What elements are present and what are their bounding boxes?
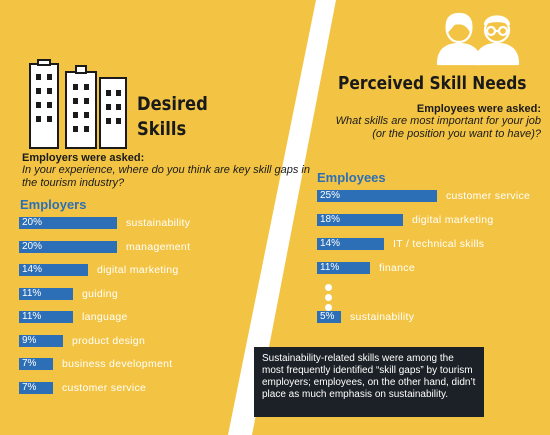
bar-value-label: 20%: [22, 217, 43, 228]
bar-value-label: 25%: [320, 190, 341, 201]
bar-category-label: sustainability: [126, 217, 191, 229]
bar-management: [19, 240, 117, 253]
bar-category-label: finance: [379, 262, 415, 274]
bar-finance: [317, 262, 370, 274]
bar-value-label: 11%: [22, 287, 42, 299]
bar-category-label: digital marketing: [97, 264, 179, 276]
bar-category-label: language: [82, 311, 128, 323]
buildings-icon: [29, 59, 127, 149]
bar-value-label: 18%: [320, 214, 341, 225]
ellipsis-dots-icon: [325, 284, 332, 291]
bar-value-label: 11%: [22, 311, 42, 322]
bar-category-label: IT / technical skills: [393, 238, 485, 250]
ellipsis-dots-icon: [325, 294, 332, 301]
bar-guiding: [19, 287, 73, 300]
employers-series-label: Employers: [20, 197, 87, 212]
bar-customer-service: [19, 381, 53, 394]
bar-value-label: 7%: [22, 358, 37, 369]
bar-category-label: business development: [62, 358, 173, 370]
bar-customer-service: [317, 190, 437, 202]
bar-category-label: digital marketing: [412, 214, 494, 226]
employers-question: Employers were asked: In your experience…: [22, 152, 322, 190]
employees-series-label: Employees: [317, 170, 386, 185]
bar-digital-marketing: [317, 214, 403, 226]
bar-product-design: [19, 334, 63, 347]
bar-business-development: [19, 358, 53, 370]
bar-value-label: 20%: [22, 240, 43, 252]
bar-category-label: customer service: [62, 381, 147, 394]
bar-value-label: 5%: [320, 311, 335, 322]
bar-value-label: 14%: [320, 238, 341, 249]
bar-it-technical-skills: [317, 238, 384, 250]
bar-category-label: guiding: [82, 287, 118, 300]
bar-language: [19, 311, 73, 323]
bar-value-label: 11%: [320, 262, 340, 273]
bar-value-label: 14%: [22, 264, 43, 275]
bar-value-label: 9%: [22, 334, 37, 346]
bar-digital-marketing: [19, 264, 88, 276]
employees-question-text: What skills are most important for your …: [335, 115, 541, 140]
employers-question-text: In your experience, where do you think a…: [22, 164, 310, 189]
callout-box: Sustainability-related skills were among…: [254, 347, 484, 417]
bar-value-label: 7%: [22, 381, 37, 393]
people-icon: [436, 12, 520, 66]
bar-category-label: customer service: [446, 190, 531, 202]
employees-question-label: Employees were asked:: [416, 103, 541, 115]
perceived-skill-needs-title: Perceived Skill Needs: [338, 73, 527, 94]
employers-question-label: Employers were asked:: [22, 152, 145, 164]
bar-sustainability: [317, 311, 341, 323]
desired-skills-title: Desired Skills: [137, 93, 208, 140]
employees-question: Employees were asked: What skills are mo…: [321, 103, 541, 141]
bar-sustainability: [19, 217, 117, 229]
bar-category-label: management: [126, 240, 191, 253]
bar-category-label: sustainability: [350, 311, 415, 323]
ellipsis-dots-icon: [325, 304, 332, 311]
bar-category-label: product design: [72, 334, 146, 347]
